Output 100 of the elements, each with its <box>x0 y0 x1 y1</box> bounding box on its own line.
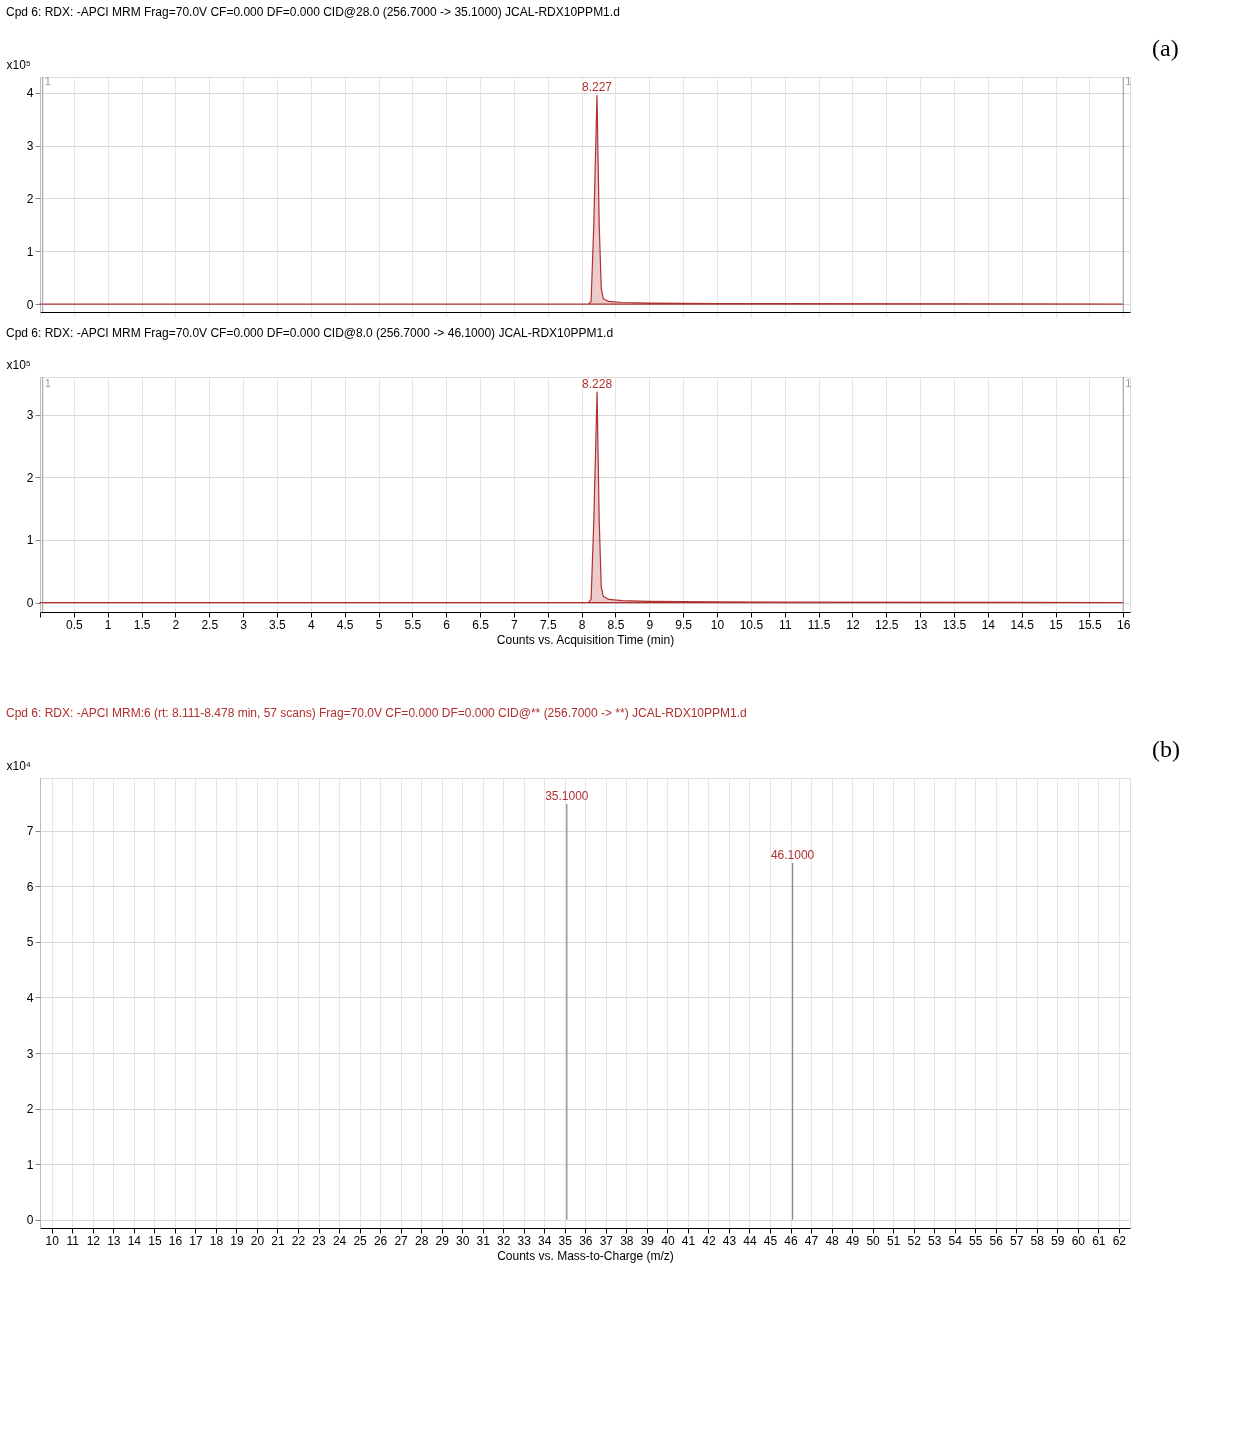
x-tick-label: 7 <box>511 617 519 632</box>
y-tick-label: 3 <box>26 139 34 154</box>
y-axis-title: x10⁵ <box>6 57 31 72</box>
x-tick-label: 14 <box>981 617 996 632</box>
y-tick-label: 7 <box>26 824 34 839</box>
x-tick-label: 13.5 <box>942 617 967 632</box>
x-tick-label: 15 <box>148 1233 162 1248</box>
x-tick-label: 49 <box>845 1233 860 1248</box>
y-tick-label: 0 <box>26 596 34 611</box>
x-tick-label: 10 <box>710 617 725 632</box>
x-tick-label: 52 <box>907 1233 922 1248</box>
y-tick-label: 5 <box>26 935 34 950</box>
x-tick-label: 58 <box>1030 1233 1045 1248</box>
x-tick-label: 34 <box>538 1233 552 1248</box>
x-axis-title: Counts vs. Acquisition Time (min) <box>496 632 675 647</box>
x-tick-label: 12.5 <box>875 617 899 632</box>
x-tick-label: 10 <box>45 1233 60 1248</box>
x-tick-label: 16 <box>1117 617 1131 632</box>
x-tick-label: 9 <box>646 617 654 632</box>
x-tick-label: 8 <box>578 617 586 632</box>
x-tick-label: 8.5 <box>607 617 625 632</box>
x-tick-label: 21 <box>271 1233 285 1248</box>
x-tick-label: 17 <box>189 1233 203 1248</box>
x-tick-label: 24 <box>332 1233 347 1248</box>
x-tick-label: 6 <box>443 617 451 632</box>
x-tick-label: 11.5 <box>807 617 831 632</box>
x-tick-label: 13 <box>913 617 928 632</box>
y-tick-label: 3 <box>26 1046 34 1061</box>
x-tick-label: 59 <box>1051 1233 1065 1248</box>
annotation: 1 <box>44 74 51 87</box>
x-tick-label: 60 <box>1071 1233 1086 1248</box>
x-tick-label: 42 <box>702 1233 716 1248</box>
annotation: 46.1000 <box>770 848 815 862</box>
x-tick-label: 30 <box>456 1233 470 1248</box>
x-tick-label: 13 <box>107 1233 121 1248</box>
x-tick-label: 19 <box>230 1233 244 1248</box>
y-tick-label: 2 <box>26 1102 34 1117</box>
x-tick-label: 56 <box>989 1233 1004 1248</box>
x-tick-label: 41 <box>681 1233 696 1248</box>
x-tick-label: 33 <box>517 1233 532 1248</box>
x-tick-label: 11 <box>66 1233 80 1248</box>
x-tick-label: 62 <box>1112 1233 1127 1248</box>
x-tick-label: 47 <box>804 1233 819 1248</box>
x-tick-label: 4.5 <box>336 617 354 632</box>
x-tick-label: 2 <box>172 617 180 632</box>
x-tick-label: 3.5 <box>269 617 287 632</box>
annotation: 1 <box>44 376 51 389</box>
x-tick-label: 12 <box>846 617 860 632</box>
x-tick-label: 53 <box>927 1233 942 1248</box>
annotation: 8.228 <box>582 377 613 392</box>
y-axis-title: x10⁵ <box>6 357 31 372</box>
y-tick-label: 0 <box>26 1213 34 1228</box>
x-tick-label: 18 <box>209 1233 224 1248</box>
y-tick-label: 1 <box>26 533 34 548</box>
y-tick-label: 2 <box>26 191 34 206</box>
x-tick-label: 44 <box>743 1233 757 1248</box>
x-tick-label: 12 <box>86 1233 101 1248</box>
text: (a) <box>1152 35 1179 61</box>
x-tick-label: 55 <box>969 1233 983 1248</box>
y-tick-label: 2 <box>26 470 34 485</box>
x-tick-label: 54 <box>948 1233 963 1248</box>
x-tick-label: 27 <box>394 1233 409 1248</box>
x-tick-label: 6.5 <box>472 617 490 632</box>
text: (b) <box>1152 736 1180 762</box>
x-tick-label: 26 <box>373 1233 388 1248</box>
annotation: 35.1000 <box>545 789 589 804</box>
x-tick-label: 20 <box>250 1233 265 1248</box>
x-tick-label: 2.5 <box>201 617 219 632</box>
x-tick-label: 46 <box>784 1233 799 1248</box>
x-tick-label: 36 <box>579 1233 593 1248</box>
x-axis-title: Counts vs. Mass-to-Charge (m/z) <box>497 1248 674 1263</box>
x-tick-label: 31 <box>476 1233 491 1248</box>
x-tick-label: 40 <box>661 1233 675 1248</box>
annotation: 1 <box>1125 74 1132 87</box>
y-tick-label: 0 <box>26 297 34 312</box>
x-tick-label: 3 <box>240 617 248 632</box>
x-tick-label: 43 <box>722 1233 737 1248</box>
y-tick-label: 1 <box>26 244 34 259</box>
x-tick-label: 11 <box>778 617 792 632</box>
x-tick-label: 15 <box>1049 617 1064 632</box>
x-tick-label: 50 <box>866 1233 881 1248</box>
y-axis-title: x10⁴ <box>6 758 32 773</box>
x-tick-label: 0.5 <box>66 617 84 632</box>
y-tick-label: 6 <box>26 879 34 894</box>
x-tick-label: 32 <box>497 1233 511 1248</box>
x-tick-label: 9.5 <box>675 617 693 632</box>
x-tick-label: 5.5 <box>404 617 422 632</box>
x-tick-label: 15.5 <box>1078 617 1102 632</box>
chart-title: Cpd 6: RDX: -APCI MRM Frag=70.0V CF=0.000 DF=0.000 CID@8.0 (256.7000 -> 46.1000) JCAL-RDX10PPM1.d <box>6 326 614 340</box>
annotation: 8.227 <box>581 80 613 95</box>
x-tick-label: 37 <box>599 1233 614 1248</box>
x-tick-label: 4 <box>307 617 315 632</box>
x-tick-label: 51 <box>886 1233 901 1248</box>
x-tick-label: 57 <box>1010 1233 1024 1248</box>
x-tick-label: 29 <box>435 1233 450 1248</box>
x-tick-label: 5 <box>375 617 383 632</box>
x-tick-label: 35 <box>558 1233 573 1248</box>
x-tick-label: 61 <box>1092 1233 1106 1248</box>
x-tick-label: 10.5 <box>739 617 764 632</box>
x-tick-label: 1 <box>104 617 112 632</box>
